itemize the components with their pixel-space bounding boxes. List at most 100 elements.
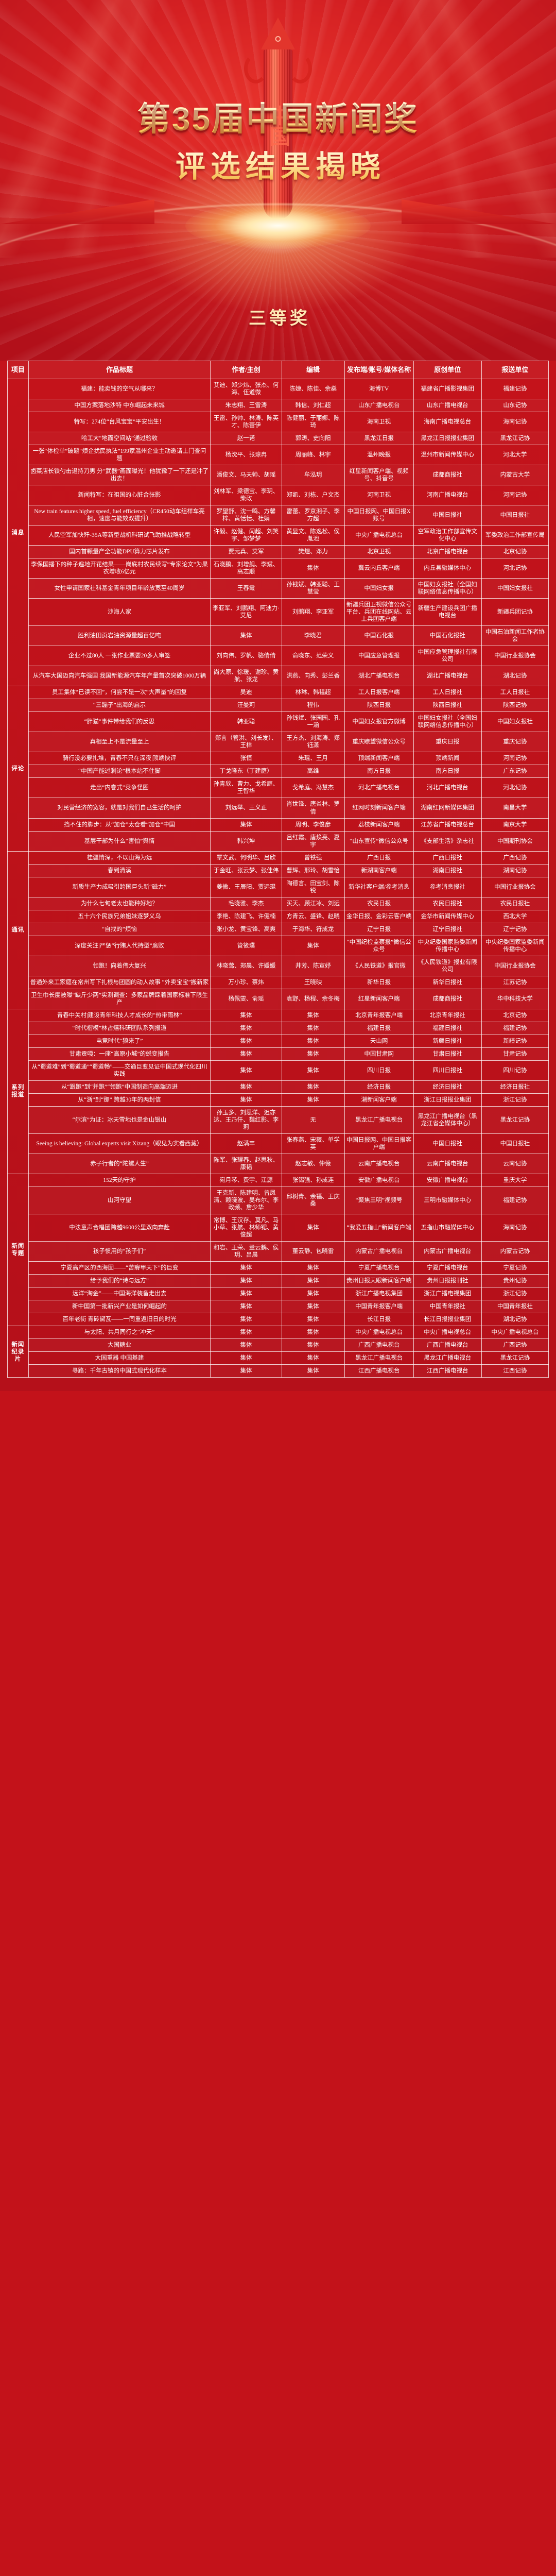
publish-channel-cell: 新华日报 xyxy=(344,975,414,989)
table-row: 一张“体检单”破题“烦企扰民执法”199家温州企业主动邀请上门查问题 杨沈平、张琼… xyxy=(8,444,549,465)
submit-unit-cell: 新疆记协 xyxy=(481,1034,549,1048)
editors-cell: 集体 xyxy=(281,1300,345,1314)
column-header-0: 项目 xyxy=(7,361,29,379)
work-title-cell: “自找的”烦恼 xyxy=(28,922,211,936)
table-row: 大国糖业 集体 集体 广西广播电视台 广西广播电视台 广西记协 xyxy=(8,1338,549,1352)
submit-unit-cell: 经济日报社 xyxy=(481,1080,549,1094)
origin-unit-cell: 广西广播电视台 xyxy=(413,1338,482,1352)
table-row: 中法童声合唱团跨越9600公里双向奔赴 常博、王汉存、莫凡、马小草、张航、林师锶、… xyxy=(8,1214,549,1242)
publish-channel-cell: 经济日报 xyxy=(344,1080,414,1094)
origin-unit-cell: 农民日报社 xyxy=(413,896,482,910)
column-header-1: 作品标题 xyxy=(28,361,211,379)
publish-channel-cell: 内蒙古广播电视台 xyxy=(344,1241,414,1262)
table-row: 基层干部为什么“害怕”舆情 韩兴坤 吕红霞、唐焕亮、夏宇 “山东宣传”微信公众号 《支部… xyxy=(8,831,549,852)
authors-cell: 于金旺、张云梦、张佳伟 xyxy=(210,863,282,877)
submit-unit-cell: 南昌大学 xyxy=(481,798,549,819)
table-row: 人民空军加快歼-35A等新型战机科研试飞助推战略转型 许毅、赵健、闫超、刘笑宇、邹… xyxy=(8,525,549,546)
authors-cell: 姜微、王辰阳、贾远琨 xyxy=(210,876,282,897)
authors-cell: 李艳、陈建飞、许健楠 xyxy=(210,909,282,923)
publish-channel-cell: 顶端新闻客户端 xyxy=(344,752,414,766)
publish-channel-cell: 江西广播电视台 xyxy=(344,1364,414,1378)
table-row: 消息 福建：能卖钱的空气从哪来？ 艾迪、郑少炜、张杰、何海、伍道微 陈婕、陈佳、余燊海… xyxy=(7,378,549,687)
publish-channel-cell: 中国妇女报官方微博 xyxy=(344,711,414,733)
publish-channel-cell: 中央广播电视总台 xyxy=(344,525,414,546)
authors-cell: 集体 xyxy=(210,1287,282,1301)
work-title-cell: 走出“内卷式”竞争怪圈 xyxy=(28,777,211,799)
column-header-5: 原创单位 xyxy=(413,361,482,379)
authors-cell: 万小珍、蔡炜 xyxy=(210,975,282,989)
editors-cell: 买天、顾江冰、刘远 xyxy=(281,896,345,910)
authors-cell: 管筱璞 xyxy=(210,935,282,956)
page-subtitle: 评选结果揭晓 xyxy=(0,150,556,183)
table-row: 卤菜店长铁勺击退持刀男 分“武器”画面曝光！他犹豫了一下还是冲了出去！ 潘俊文、马… xyxy=(8,464,549,486)
authors-cell: 集体 xyxy=(210,818,282,832)
work-title-cell: 152天的守护 xyxy=(28,1174,211,1188)
origin-unit-cell: 南方日报 xyxy=(413,765,482,778)
origin-unit-cell: 《支部生活》杂志社 xyxy=(413,831,482,852)
work-title-cell: 电竞时代“狼来了” xyxy=(28,1034,211,1048)
table-row: 挡不住的脚步：从“加仓”太仓看“加仓”中国 集体 周明、李俊彦 荔枝新闻客户端 江苏省广… xyxy=(8,818,549,832)
authors-cell: 汪曼莉 xyxy=(210,699,282,713)
origin-unit-cell: 中国日报社 xyxy=(413,1133,482,1154)
award-tier-heading: 三等奖 xyxy=(249,309,310,328)
publish-channel-cell: 山东广播电视台 xyxy=(344,398,414,412)
origin-unit-cell: 北京青年报社 xyxy=(413,1008,482,1022)
work-title-cell: 沙海人家 xyxy=(28,598,211,626)
origin-unit-cell: 黑龙江广播电视台 xyxy=(413,1351,482,1365)
submit-unit-cell: 军委政治工作部宣传局 xyxy=(481,525,549,546)
work-title-cell: 卤菜店长铁勺击退持刀男 分“武器”画面曝光！他犹豫了一下还是冲了出去！ xyxy=(28,464,211,486)
publish-channel-cell: 四川日报 xyxy=(344,1060,414,1081)
origin-unit-cell: 辽宁日报社 xyxy=(413,922,482,936)
editors-cell: 高维 xyxy=(281,765,345,778)
authors-cell: 刘林军、梁德宝、李玥、柴政 xyxy=(210,485,282,506)
table-row: 评论 员工集体“已读不回”，何尝不是一次“大声量”的回复 吴迪 林琳、韩韫超 工人日报客… xyxy=(7,686,549,852)
publish-channel-cell: 海南卫视 xyxy=(344,411,414,432)
authors-cell: 潘俊文、马天帅、胡瑶 xyxy=(210,464,282,486)
submit-unit-cell: 云南记协 xyxy=(481,1153,549,1175)
editors-cell: 赵志敏、仲薇 xyxy=(281,1153,345,1175)
submit-unit-cell: 浙江记协 xyxy=(481,1093,549,1107)
work-title-cell: 中法童声合唱团跨越9600公里双向奔赴 xyxy=(28,1214,211,1242)
editors-cell: 肖世锋、唐炎林、罗倩 xyxy=(281,798,345,819)
submit-unit-cell: 河南记协 xyxy=(481,485,549,506)
submit-unit-cell: 河南记协 xyxy=(481,752,549,766)
column-header-2: 作者/主创 xyxy=(210,361,282,379)
authors-cell: 杨佩雯、俞瑶 xyxy=(210,988,282,1009)
work-title-cell: “尔滨”为证：冰天雪地也是金山银山 xyxy=(28,1106,211,1134)
origin-unit-cell: 《人民铁道》报业有限公司 xyxy=(413,955,482,976)
table-row: “中国产能过剩论”根本站不住脚 丁戈隆东（丁建庭） 高维 南方日报 南方日报 广东记协 xyxy=(8,765,549,778)
editors-cell: 集体 xyxy=(281,1047,345,1061)
authors-cell: 王克新、陈建明、曾凤清、赖晓波、吴布尔、李政频、詹少华 xyxy=(210,1187,282,1215)
category-cell-系列报道: 系列报道 xyxy=(7,1008,29,1175)
editors-cell: 樊煜、邓力 xyxy=(281,545,345,559)
work-title-cell: 哈工大“地面空间站”通过验收 xyxy=(28,431,211,445)
origin-unit-cell: 内丘县融媒体中心 xyxy=(413,558,482,579)
publish-channel-cell: 湖北广播电视台 xyxy=(344,666,414,687)
work-title-cell: 甘肃贡嘎：一座“高原小城”的蜕变报告 xyxy=(28,1047,211,1061)
work-title-cell: 基层干部为什么“害怕”舆情 xyxy=(28,831,211,852)
submit-unit-cell: 黑龙江记协 xyxy=(481,1106,549,1134)
table-row: 为什么七旬老太也能种好地？ 毛晓雅、李杰 买天、顾江冰、刘远 农民日报 农民日报社 农民日… xyxy=(8,896,549,910)
publish-channel-cell: “我爱五指山”新闻客户端 xyxy=(344,1214,414,1242)
editors-cell: 孙钱斌、张园园、孔一涵 xyxy=(281,711,345,733)
table-row: 中国方案落地沙特 中东崛起未来城 朱志翔、王雷涛 韩信、刘仁超 山东广播电视台 山东广播… xyxy=(8,398,549,412)
origin-unit-cell: 河北广播电视台 xyxy=(413,777,482,799)
editors-cell: 黄显文、陈逸松、侯胤池 xyxy=(281,525,345,546)
submit-unit-cell: 湖北记协 xyxy=(481,666,549,687)
publish-channel-cell: 辽宁日报 xyxy=(344,922,414,936)
authors-cell: 覃文武、何明华、吕欣 xyxy=(210,851,282,865)
publish-channel-cell: 河南卫视 xyxy=(344,485,414,506)
editors-cell: 集体 xyxy=(281,1261,345,1275)
work-title-cell: 孩子惯用的“孩子们” xyxy=(28,1241,211,1262)
authors-cell: 郑言（管洪、刘长发）、王样 xyxy=(210,732,282,753)
publish-channel-cell: 浙江广播电视集团 xyxy=(344,1287,414,1301)
origin-unit-cell: 甘肃日报社 xyxy=(413,1047,482,1061)
submit-unit-cell: 西北大学 xyxy=(481,909,549,923)
table-row: New train features higher speed, fuel ef… xyxy=(8,505,549,526)
table-row: 百年老街 青砖黛瓦——一同重返旧日的时光 集体 集体 长江日报 长江日报报业集团 湖北记协 xyxy=(8,1313,549,1327)
submit-unit-cell: 中国期刊协会 xyxy=(481,831,549,852)
editors-cell: 集体 xyxy=(281,1313,345,1327)
authors-cell: 艾迪、郑少炜、张杰、何海、伍道微 xyxy=(210,378,282,399)
work-title-cell: 山河守望 xyxy=(28,1187,211,1215)
publish-channel-cell: 工人日报客户端 xyxy=(344,686,414,700)
